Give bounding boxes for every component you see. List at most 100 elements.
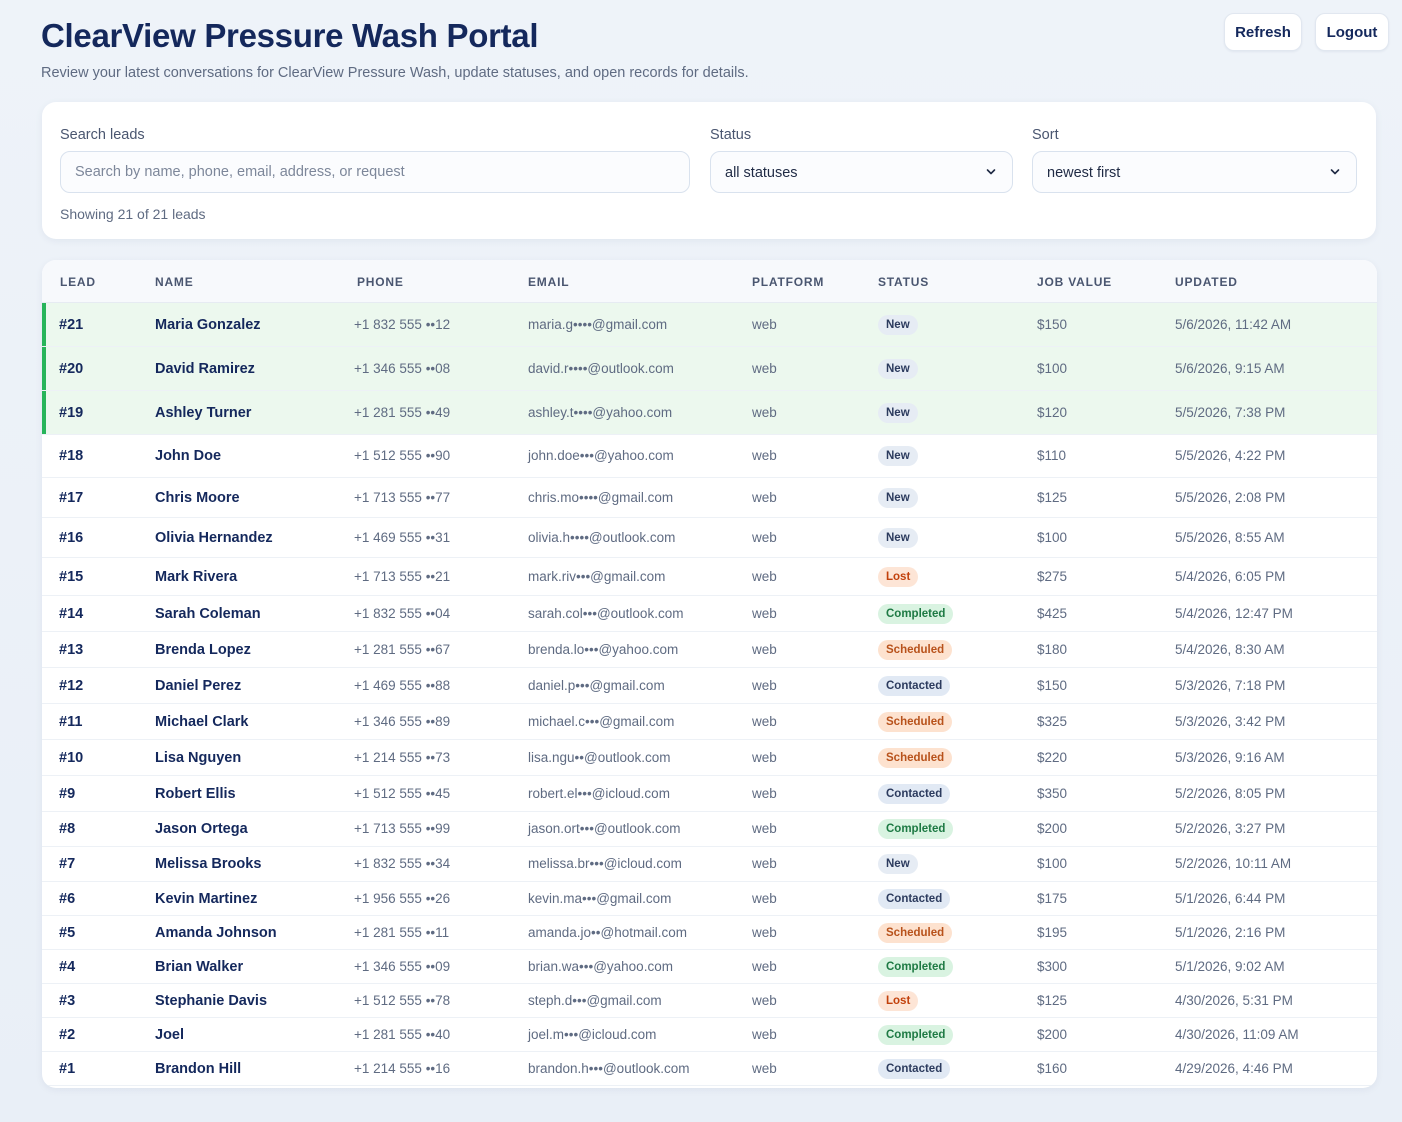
lead-updated: 5/5/2026, 7:38 PM bbox=[1175, 404, 1286, 420]
lead-job-value: $100 bbox=[1037, 360, 1068, 376]
status-badge: New bbox=[878, 402, 918, 423]
lead-id[interactable]: #16 bbox=[59, 529, 84, 546]
table-row[interactable]: #8 Jason Ortega +1 713 555 ••99 jason.ort••… bbox=[42, 812, 1377, 847]
column-header-status[interactable]: Status bbox=[878, 275, 930, 289]
lead-id[interactable]: #1 bbox=[59, 1060, 76, 1077]
table-row[interactable]: #3 Stephanie Davis +1 512 555 ••78 steph.d•… bbox=[42, 984, 1377, 1018]
lead-platform: web bbox=[752, 821, 777, 836]
lead-email: amanda.jo••@hotmail.com bbox=[528, 924, 687, 940]
lead-name[interactable]: Brandon Hill bbox=[155, 1060, 242, 1077]
search-input[interactable] bbox=[60, 151, 690, 193]
table-row[interactable]: #18 John Doe +1 512 555 ••90 john.doe•••@ya… bbox=[42, 435, 1377, 478]
lead-phone: +1 346 555 ••08 bbox=[354, 360, 451, 376]
table-row[interactable]: #11 Michael Clark +1 346 555 ••89 michael.c… bbox=[42, 704, 1377, 740]
lead-email: michael.c•••@gmail.com bbox=[528, 713, 675, 729]
table-row[interactable]: #20 David Ramirez +1 346 555 ••08 david.r••… bbox=[42, 347, 1377, 391]
status-badge: New bbox=[878, 527, 918, 548]
refresh-button[interactable]: Refresh bbox=[1224, 13, 1302, 51]
lead-id[interactable]: #12 bbox=[59, 677, 84, 694]
lead-name[interactable]: Brenda Lopez bbox=[155, 641, 251, 658]
lead-id[interactable]: #13 bbox=[59, 641, 84, 658]
lead-name[interactable]: Brian Walker bbox=[155, 958, 244, 975]
table-row[interactable]: #15 Mark Rivera +1 713 555 ••21 mark.riv•••… bbox=[42, 558, 1377, 596]
table-row[interactable]: #5 Amanda Johnson +1 281 555 ••11 amanda.jo… bbox=[42, 916, 1377, 950]
lead-name[interactable]: Chris Moore bbox=[155, 489, 240, 506]
table-row[interactable]: #13 Brenda Lopez +1 281 555 ••67 brenda.lo•… bbox=[42, 632, 1377, 668]
lead-id[interactable]: #15 bbox=[59, 568, 84, 585]
table-row[interactable]: #7 Melissa Brooks +1 832 555 ••34 melissa.b… bbox=[42, 847, 1377, 882]
column-header-lead[interactable]: Lead bbox=[60, 275, 96, 289]
lead-id[interactable]: #5 bbox=[59, 924, 76, 941]
lead-name[interactable]: Lisa Nguyen bbox=[155, 749, 242, 766]
lead-name[interactable]: Amanda Johnson bbox=[155, 924, 277, 941]
lead-id[interactable]: #20 bbox=[59, 360, 84, 377]
lead-id[interactable]: #11 bbox=[59, 713, 83, 730]
table-row[interactable]: #9 Robert Ellis +1 512 555 ••45 robert.el••… bbox=[42, 776, 1377, 812]
table-row[interactable]: #6 Kevin Martinez +1 956 555 ••26 kevin.ma•… bbox=[42, 882, 1377, 916]
lead-name[interactable]: Mark Rivera bbox=[155, 568, 238, 585]
lead-id[interactable]: #3 bbox=[59, 992, 76, 1009]
lead-name[interactable]: Kevin Martinez bbox=[155, 890, 258, 907]
lead-platform: web bbox=[752, 605, 777, 621]
lead-id[interactable]: #6 bbox=[59, 890, 76, 907]
column-header-phone[interactable]: Phone bbox=[357, 275, 404, 289]
column-header-job-value[interactable]: Job value bbox=[1037, 275, 1112, 289]
table-row[interactable]: #16 Olivia Hernandez +1 469 555 ••31 olivia… bbox=[42, 518, 1377, 558]
table-row[interactable]: #10 Lisa Nguyen +1 214 555 ••73 lisa.ngu••@… bbox=[42, 740, 1377, 776]
status-badge: Contacted bbox=[878, 888, 951, 909]
lead-id[interactable]: #21 bbox=[59, 316, 84, 333]
status-badge: Contacted bbox=[878, 1058, 951, 1079]
lead-job-value: $125 bbox=[1037, 992, 1068, 1008]
table-row[interactable]: #14 Sarah Coleman +1 832 555 ••04 sarah.col… bbox=[42, 596, 1377, 632]
lead-id[interactable]: #18 bbox=[59, 448, 84, 464]
table-row[interactable]: #2 Joel +1 281 555 ••40 joel.m•••@icloud.co… bbox=[42, 1018, 1377, 1052]
lead-id[interactable]: #17 bbox=[59, 489, 84, 506]
lead-name[interactable]: Joel bbox=[155, 1026, 185, 1043]
filter-panel: Search leads Status all statuses Sort ne… bbox=[42, 102, 1376, 239]
column-header-name[interactable]: Name bbox=[155, 275, 194, 289]
lead-name[interactable]: Olivia Hernandez bbox=[155, 529, 273, 546]
lead-platform: web bbox=[752, 749, 777, 765]
column-header-platform[interactable]: Platform bbox=[752, 275, 825, 289]
lead-id[interactable]: #2 bbox=[59, 1026, 76, 1043]
lead-name[interactable]: Michael Clark bbox=[155, 713, 249, 730]
lead-platform: web bbox=[752, 890, 777, 906]
lead-status: New bbox=[878, 487, 918, 508]
lead-id[interactable]: #19 bbox=[59, 404, 84, 421]
table-row[interactable]: #1 Brandon Hill +1 214 555 ••16 brandon.h••… bbox=[42, 1052, 1377, 1086]
lead-name[interactable]: Daniel Perez bbox=[155, 677, 242, 694]
table-row[interactable]: #17 Chris Moore +1 713 555 ••77 chris.mo•••… bbox=[42, 478, 1377, 518]
table-row[interactable]: #12 Daniel Perez +1 469 555 ••88 daniel.p••… bbox=[42, 668, 1377, 704]
column-header-updated[interactable]: Updated bbox=[1175, 275, 1238, 289]
lead-name[interactable]: Maria Gonzalez bbox=[155, 316, 261, 333]
table-row[interactable]: #21 Maria Gonzalez +1 832 555 ••12 maria.g•… bbox=[42, 303, 1377, 347]
lead-job-value: $180 bbox=[1037, 641, 1068, 657]
lead-name[interactable]: Stephanie Davis bbox=[155, 992, 268, 1009]
sort-select[interactable]: newest first bbox=[1032, 151, 1357, 193]
status-filter-select[interactable]: all statuses bbox=[710, 151, 1013, 193]
lead-id[interactable]: #7 bbox=[59, 856, 76, 872]
lead-name[interactable]: David Ramirez bbox=[155, 360, 255, 377]
lead-name[interactable]: Ashley Turner bbox=[155, 404, 252, 421]
lead-id[interactable]: #8 bbox=[59, 821, 76, 837]
lead-id[interactable]: #9 bbox=[59, 785, 76, 802]
lead-id[interactable]: #4 bbox=[59, 958, 76, 975]
table-row[interactable]: #4 Brian Walker +1 346 555 ••09 brian.wa•••… bbox=[42, 950, 1377, 984]
lead-id[interactable]: #10 bbox=[59, 749, 84, 766]
lead-status: Completed bbox=[878, 819, 954, 839]
lead-name[interactable]: Sarah Coleman bbox=[155, 605, 261, 622]
lead-phone: +1 281 555 ••67 bbox=[354, 641, 451, 657]
lead-status: Scheduled bbox=[878, 639, 953, 660]
lead-updated: 5/2/2026, 8:05 PM bbox=[1175, 785, 1286, 801]
logout-button[interactable]: Logout bbox=[1315, 13, 1389, 51]
lead-name[interactable]: John Doe bbox=[155, 448, 222, 464]
lead-phone: +1 832 555 ••34 bbox=[354, 856, 451, 871]
lead-name[interactable]: Melissa Brooks bbox=[155, 856, 262, 872]
lead-name[interactable]: Robert Ellis bbox=[155, 785, 236, 802]
lead-status: Scheduled bbox=[878, 747, 953, 768]
column-header-email[interactable]: Email bbox=[528, 275, 570, 289]
lead-updated: 4/29/2026, 4:46 PM bbox=[1175, 1060, 1293, 1076]
lead-id[interactable]: #14 bbox=[59, 605, 84, 622]
lead-name[interactable]: Jason Ortega bbox=[155, 821, 248, 837]
table-row[interactable]: #19 Ashley Turner +1 281 555 ••49 ashley.t•… bbox=[42, 391, 1377, 435]
